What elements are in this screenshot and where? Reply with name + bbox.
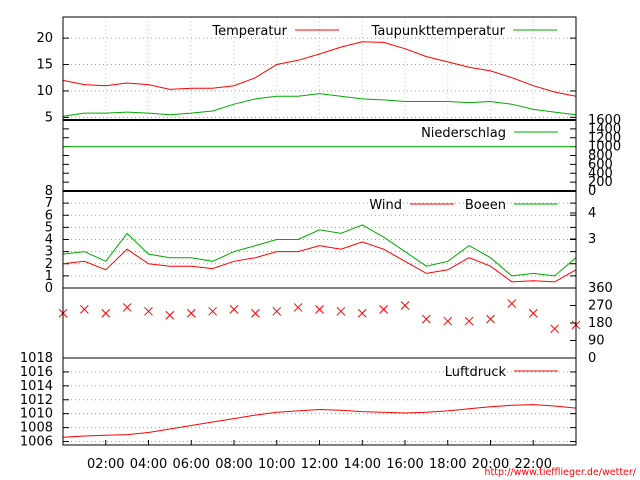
y-tick-label: 5 bbox=[45, 110, 53, 125]
direction-point bbox=[357, 308, 367, 318]
source-url: http://www.tiefflieger.de/wetter/ bbox=[485, 467, 637, 478]
y-tick-label: 6 bbox=[45, 208, 53, 223]
y-tick-label: 1014 bbox=[20, 379, 53, 394]
direction-point bbox=[80, 305, 89, 314]
y-tick-label: 1016 bbox=[20, 365, 53, 380]
legend-label: Temperatur bbox=[211, 24, 287, 39]
y-right-tick-label: 90 bbox=[588, 334, 605, 349]
legend-label: Boeen bbox=[465, 198, 506, 213]
direction-point bbox=[165, 310, 175, 320]
y-right-tick-label: 360 bbox=[588, 281, 613, 296]
direction-point bbox=[186, 308, 196, 318]
direction-point bbox=[379, 305, 388, 314]
y-tick-label: 8 bbox=[45, 184, 53, 199]
y-tick-label: 1018 bbox=[20, 351, 53, 366]
y-tick-label: 600 bbox=[588, 157, 613, 172]
direction-point bbox=[293, 303, 303, 312]
y-tick-label: 1400 bbox=[588, 122, 621, 137]
direction-point bbox=[272, 306, 282, 316]
temperature-panel: 5 10 15 20 Temperatur Taupunkttemperatur bbox=[36, 16, 577, 125]
direction-point bbox=[486, 314, 495, 324]
y-tick-label: 0 bbox=[588, 184, 596, 199]
series-line-wind bbox=[62, 241, 577, 283]
legend-label: Niederschlag bbox=[421, 126, 506, 141]
direction-point bbox=[336, 306, 346, 316]
x-tick-label: 14:00 bbox=[344, 457, 381, 472]
direction-point bbox=[101, 308, 111, 318]
direction-point bbox=[251, 308, 260, 318]
x-tick-label: 16:00 bbox=[386, 457, 423, 472]
wind-direction-panel: 0 90 180 270 360 bbox=[58, 281, 613, 366]
y-right-tick-label: 0 bbox=[588, 351, 596, 366]
legend-label: Taupunkttemperatur bbox=[371, 24, 506, 39]
direction-point bbox=[400, 301, 410, 310]
direction-point bbox=[229, 305, 239, 314]
direction-point bbox=[315, 305, 324, 314]
series-line-temperatur bbox=[62, 41, 577, 97]
y-tick-label: 3 bbox=[45, 245, 53, 260]
y-tick-label: 15 bbox=[36, 58, 53, 73]
y-tick-label: 1012 bbox=[20, 393, 53, 408]
x-tick-label: 12:00 bbox=[301, 457, 338, 472]
x-tick-label: 04:00 bbox=[130, 457, 167, 472]
series-line-taupunkttemperatur bbox=[62, 93, 577, 117]
y-tick-label: 4 bbox=[45, 233, 53, 248]
direction-point bbox=[122, 303, 132, 312]
y-tick-label: 10 bbox=[36, 84, 53, 99]
direction-point bbox=[464, 316, 474, 326]
y-right-tick-label: 180 bbox=[588, 316, 613, 331]
direction-point bbox=[144, 306, 153, 316]
x-tick-label: 22:00 bbox=[515, 457, 552, 472]
x-tick-label: 18:00 bbox=[429, 457, 466, 472]
y-tick-label: 1200 bbox=[588, 131, 621, 146]
direction-point bbox=[550, 324, 559, 334]
y-right-tick-label: 3 bbox=[588, 232, 596, 247]
direction-point bbox=[443, 316, 453, 326]
direction-point bbox=[422, 314, 431, 324]
y-tick-label: 1006 bbox=[20, 435, 53, 450]
y-tick-label: 7 bbox=[45, 196, 53, 211]
series-line-boeen bbox=[62, 224, 577, 277]
y-tick-label: 1 bbox=[45, 269, 53, 284]
y-right-tick-label: 4 bbox=[588, 206, 596, 221]
legend-label: Wind bbox=[369, 198, 402, 213]
panel-frame bbox=[62, 287, 577, 359]
y-tick-label: 5 bbox=[45, 220, 53, 235]
y-tick-label: 1000 bbox=[588, 140, 621, 155]
y-tick-label: 20 bbox=[36, 31, 53, 46]
y-tick-label: 200 bbox=[588, 175, 613, 190]
series-line-luftdruck bbox=[62, 404, 577, 438]
x-tick-label: 08:00 bbox=[215, 457, 252, 472]
y-tick-label: 800 bbox=[588, 149, 613, 164]
x-tick-label: 02:00 bbox=[87, 457, 124, 472]
y-tick-label: 1010 bbox=[20, 407, 53, 422]
x-tick-label: 06:00 bbox=[173, 457, 210, 472]
y-tick-label: 400 bbox=[588, 166, 613, 181]
y-tick-label: 2 bbox=[45, 257, 53, 272]
y-tick-label: 1008 bbox=[20, 421, 53, 436]
x-tick-label: 20:00 bbox=[472, 457, 509, 472]
direction-point bbox=[208, 306, 217, 316]
direction-point bbox=[528, 308, 538, 318]
legend-label: Luftdruck bbox=[445, 365, 507, 380]
y-right-tick-label: 270 bbox=[588, 299, 613, 314]
direction-point bbox=[507, 299, 517, 308]
y-tick-label: 0 bbox=[45, 281, 53, 296]
x-tick-label: 10:00 bbox=[258, 457, 295, 472]
y-tick-label: 1600 bbox=[588, 113, 621, 128]
